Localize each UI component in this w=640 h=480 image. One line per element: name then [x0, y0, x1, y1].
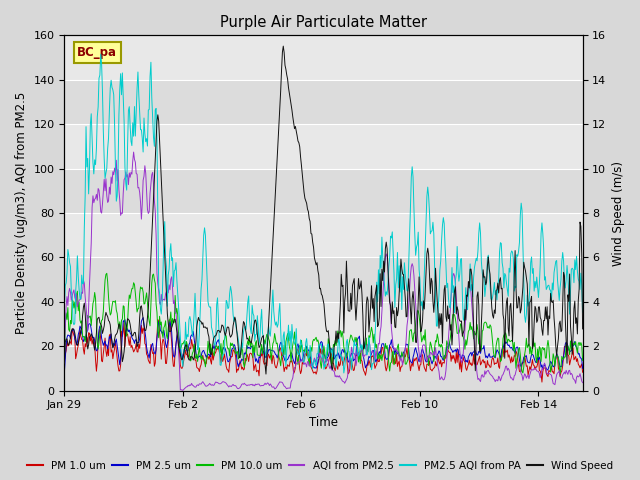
Title: Purple Air Particulate Matter: Purple Air Particulate Matter: [220, 15, 427, 30]
Bar: [65, 257, 582, 302]
Bar: [65, 346, 582, 391]
Y-axis label: Wind Speed (m/s): Wind Speed (m/s): [612, 160, 625, 265]
Bar: [65, 302, 582, 346]
Text: BC_pa: BC_pa: [77, 46, 117, 59]
Legend: PM 1.0 um, PM 2.5 um, PM 10.0 um, AQI from PM2.5, PM2.5 AQI from PA, Wind Speed: PM 1.0 um, PM 2.5 um, PM 10.0 um, AQI fr…: [23, 456, 617, 475]
Y-axis label: Particle Density (ug/m3), AQI from PM2.5: Particle Density (ug/m3), AQI from PM2.5: [15, 92, 28, 334]
Bar: [65, 36, 582, 80]
Bar: [65, 80, 582, 124]
Bar: [65, 168, 582, 213]
Bar: [65, 124, 582, 168]
Bar: [65, 213, 582, 257]
X-axis label: Time: Time: [309, 416, 338, 429]
